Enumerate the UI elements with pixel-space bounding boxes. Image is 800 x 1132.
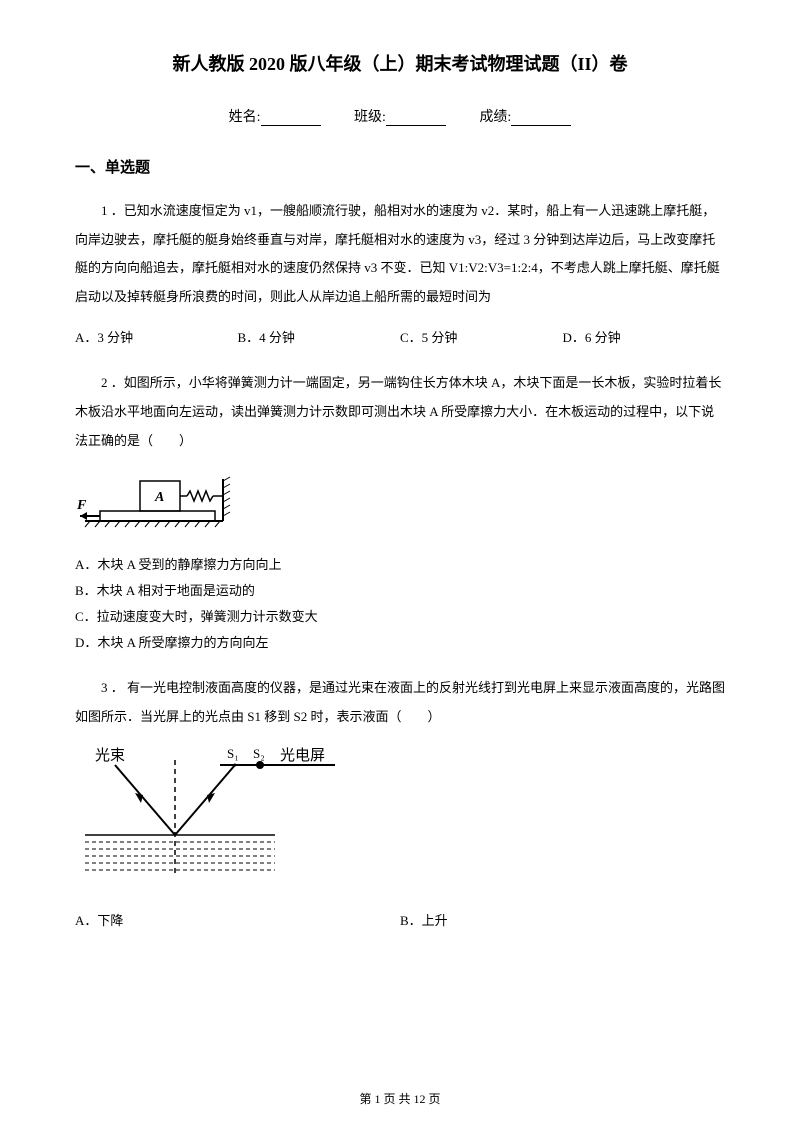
class-label: 班级:	[354, 110, 386, 125]
q2-option-b: B．木块 A 相对于地面是运动的	[75, 578, 725, 604]
q2-option-d: D．木块 A 所受摩擦力的方向向左	[75, 630, 725, 656]
score-field: 成绩:	[479, 106, 571, 126]
exam-title: 新人教版 2020 版八年级（上）期末考试物理试题（II）卷	[75, 50, 725, 76]
question-2-options: A．木块 A 受到的静摩擦力方向向上 B．木块 A 相对于地面是运动的 C．拉动…	[75, 552, 725, 656]
q3-option-a: A．下降	[75, 908, 400, 934]
name-blank	[261, 112, 321, 126]
question-1-options: A．3 分钟 B．4 分钟 C．5 分钟 D．6 分钟	[75, 325, 725, 351]
q1-option-b: B．4 分钟	[238, 325, 401, 351]
page-footer: 第 1 页 共 12 页	[0, 1090, 800, 1107]
score-blank	[511, 112, 571, 126]
question-2-figure: A F	[75, 469, 725, 534]
q2-option-c: C．拉动速度变大时，弹簧测力计示数变大	[75, 604, 725, 630]
question-2-text: 2 ．如图所示，小华将弹簧测力计一端固定，另一端钩住长方体木块 A，木块下面是一…	[75, 369, 725, 455]
svg-text:光电屏: 光电屏	[280, 747, 325, 764]
svg-text:A: A	[154, 490, 164, 505]
q1-option-a: A．3 分钟	[75, 325, 238, 351]
q1-option-d: D．6 分钟	[563, 325, 726, 351]
svg-text:S₁: S₁	[227, 746, 239, 761]
class-field: 班级:	[354, 106, 446, 126]
name-field: 姓名:	[229, 106, 321, 126]
info-row: 姓名: 班级: 成绩:	[75, 106, 725, 126]
question-3-text: 3 ． 有一光电控制液面高度的仪器，是通过光束在液面上的反射光线打到光电屏上来显…	[75, 674, 725, 731]
q3-option-b: B．上升	[400, 908, 725, 934]
name-label: 姓名:	[229, 110, 261, 125]
question-3-figure: S₁ S₂ 光束 光电屏	[75, 745, 725, 890]
svg-text:F: F	[76, 498, 87, 513]
section-1-header: 一、单选题	[75, 156, 725, 177]
class-blank	[386, 112, 446, 126]
svg-text:S₂: S₂	[253, 746, 265, 761]
score-label: 成绩:	[479, 110, 511, 125]
svg-text:光束: 光束	[95, 747, 125, 764]
question-1-text: 1 ．已知水流速度恒定为 v1，一艘船顺流行驶，船相对水的速度为 v2．某时，船…	[75, 197, 725, 311]
q2-option-a: A．木块 A 受到的静摩擦力方向向上	[75, 552, 725, 578]
q1-option-c: C．5 分钟	[400, 325, 563, 351]
question-3-options: A．下降 B．上升	[75, 908, 725, 934]
